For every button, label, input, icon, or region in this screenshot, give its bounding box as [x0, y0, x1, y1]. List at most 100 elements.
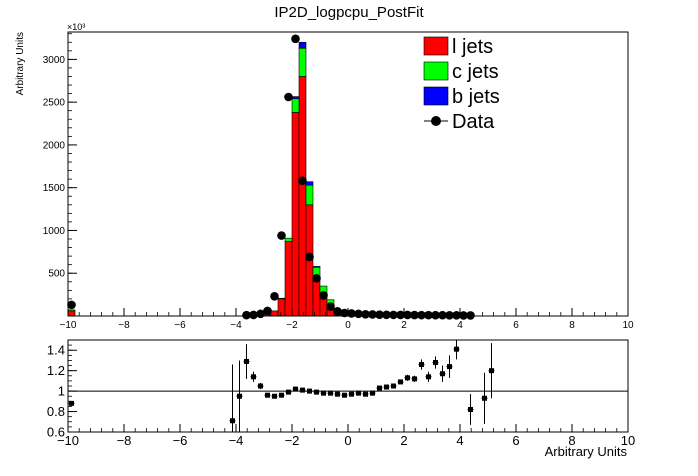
- data-point: [466, 311, 475, 320]
- y-tick-label: 2000: [43, 140, 66, 151]
- ratio-point: [384, 384, 389, 390]
- y-tick-label: 1500: [43, 183, 66, 194]
- bar-l-jets: [298, 76, 307, 317]
- main-plot-frame: [67, 31, 629, 317]
- ratio-point: [335, 391, 340, 397]
- ratio-x-tick-label: −4: [229, 433, 244, 448]
- ratio-point: [405, 375, 410, 381]
- data-point: [305, 252, 314, 262]
- bar-c-jets: [291, 98, 300, 113]
- ratio-point: [265, 392, 270, 398]
- ratio-point: [377, 385, 382, 391]
- main-ticks: −10 −8 −6 −4 −2 0 2 4 6 8 10 500 1000 1500 2000 2500 300…: [43, 33, 634, 331]
- ratio-point: [286, 389, 291, 395]
- data-point: [340, 308, 349, 318]
- ratio-point: [244, 358, 249, 364]
- x-tick-label: −2: [286, 320, 298, 331]
- x-tick-label: 6: [513, 320, 519, 331]
- bar-b-jets: [291, 96, 300, 100]
- ratio-point: [426, 374, 431, 380]
- data-point: [242, 310, 251, 320]
- ratio-x-tick-label: −10: [57, 433, 79, 448]
- ratio-point: [272, 393, 277, 399]
- bar-l-jets: [291, 112, 300, 317]
- ratio-x-tick-label: 8: [568, 433, 575, 448]
- y-tick-label: 3000: [43, 55, 66, 66]
- chart-title: IP2D_logpcpu_PostFit: [274, 4, 424, 21]
- ratio-point: [433, 359, 438, 365]
- x-tick-label: 2: [401, 320, 407, 331]
- ratio-point: [440, 371, 445, 377]
- legend-label: l jets: [452, 36, 493, 58]
- data-point: [403, 310, 412, 320]
- ratio-point: [300, 387, 305, 393]
- x-tick-label: −8: [118, 320, 130, 331]
- legend-label: b jets: [452, 86, 500, 108]
- ratio-point: [391, 383, 396, 389]
- ratio-point: [489, 368, 494, 374]
- data-point: [67, 300, 76, 310]
- ratio-y-tick-label: 1.2: [47, 363, 65, 378]
- x-tick-label: −10: [60, 320, 77, 331]
- bar-l-jets: [312, 277, 321, 317]
- bar-b-jets: [312, 266, 321, 268]
- y-tick-label: 1000: [43, 226, 66, 237]
- ratio-point: [419, 362, 424, 368]
- ratio-point: [230, 418, 235, 424]
- bar-l-jets: [270, 310, 279, 317]
- ratio-point: [69, 400, 74, 406]
- data-point: [326, 302, 335, 311]
- bar-c-jets: [67, 309, 76, 312]
- ratio-points: [68, 340, 495, 432]
- ratio-point: [321, 390, 326, 396]
- ratio-ticks: −10 −8 −6 −4 −2 0 2 4 6 8 10 0.6 0.8 1 1.2 1.4: [47, 343, 635, 448]
- legend-label: c jets: [452, 61, 499, 83]
- data-point: [417, 310, 426, 320]
- ratio-x-tick-label: −6: [173, 433, 188, 448]
- data-point: [333, 306, 342, 316]
- data-point: [312, 274, 321, 283]
- ratio-x-tick-label: 10: [621, 433, 635, 448]
- ratio-y-tick-label: 1.4: [47, 343, 65, 358]
- bar-c-jets: [277, 297, 286, 300]
- legend-data-marker: [431, 116, 441, 126]
- bar-b-jets: [305, 181, 314, 186]
- legend-swatch: [423, 36, 449, 56]
- ratio-point: [307, 388, 312, 394]
- x-tick-label: 10: [622, 320, 634, 331]
- x-tick-label: −6: [174, 320, 186, 331]
- legend-label: Data: [452, 111, 495, 133]
- ratio-x-tick-label: 4: [456, 433, 463, 448]
- data-points: [67, 34, 475, 320]
- y-tick-label: 2500: [43, 98, 66, 109]
- ratio-point: [342, 392, 347, 398]
- data-point: [452, 311, 461, 320]
- x-tick-label: 8: [569, 320, 575, 331]
- ratio-point: [251, 374, 256, 380]
- ratio-point: [412, 376, 417, 382]
- bar-c-jets: [298, 47, 307, 77]
- data-point: [263, 306, 272, 316]
- data-point: [410, 310, 419, 320]
- data-point: [445, 311, 454, 320]
- ratio-point: [454, 346, 459, 352]
- bar-c-jets: [284, 237, 293, 242]
- ratio-x-tick-label: 2: [400, 433, 407, 448]
- data-point: [438, 310, 447, 320]
- ratio-y-tick-label: 0.8: [47, 404, 65, 419]
- ratio-point: [468, 407, 473, 413]
- ratio-y-tick-label: 1: [58, 384, 65, 399]
- y-multiplier-label: ×10³: [67, 22, 85, 32]
- ratio-point: [349, 391, 354, 397]
- data-point: [389, 310, 398, 320]
- ratio-point: [363, 391, 368, 397]
- data-point: [270, 292, 279, 301]
- ratio-point: [328, 390, 333, 396]
- y-axis-label: Arbitrary Units: [15, 32, 26, 95]
- bar-b-jets: [298, 41, 307, 49]
- bar-l-jets: [284, 241, 293, 317]
- y-tick-label: 500: [48, 269, 65, 280]
- data-point: [319, 291, 328, 300]
- ratio-point: [258, 383, 263, 389]
